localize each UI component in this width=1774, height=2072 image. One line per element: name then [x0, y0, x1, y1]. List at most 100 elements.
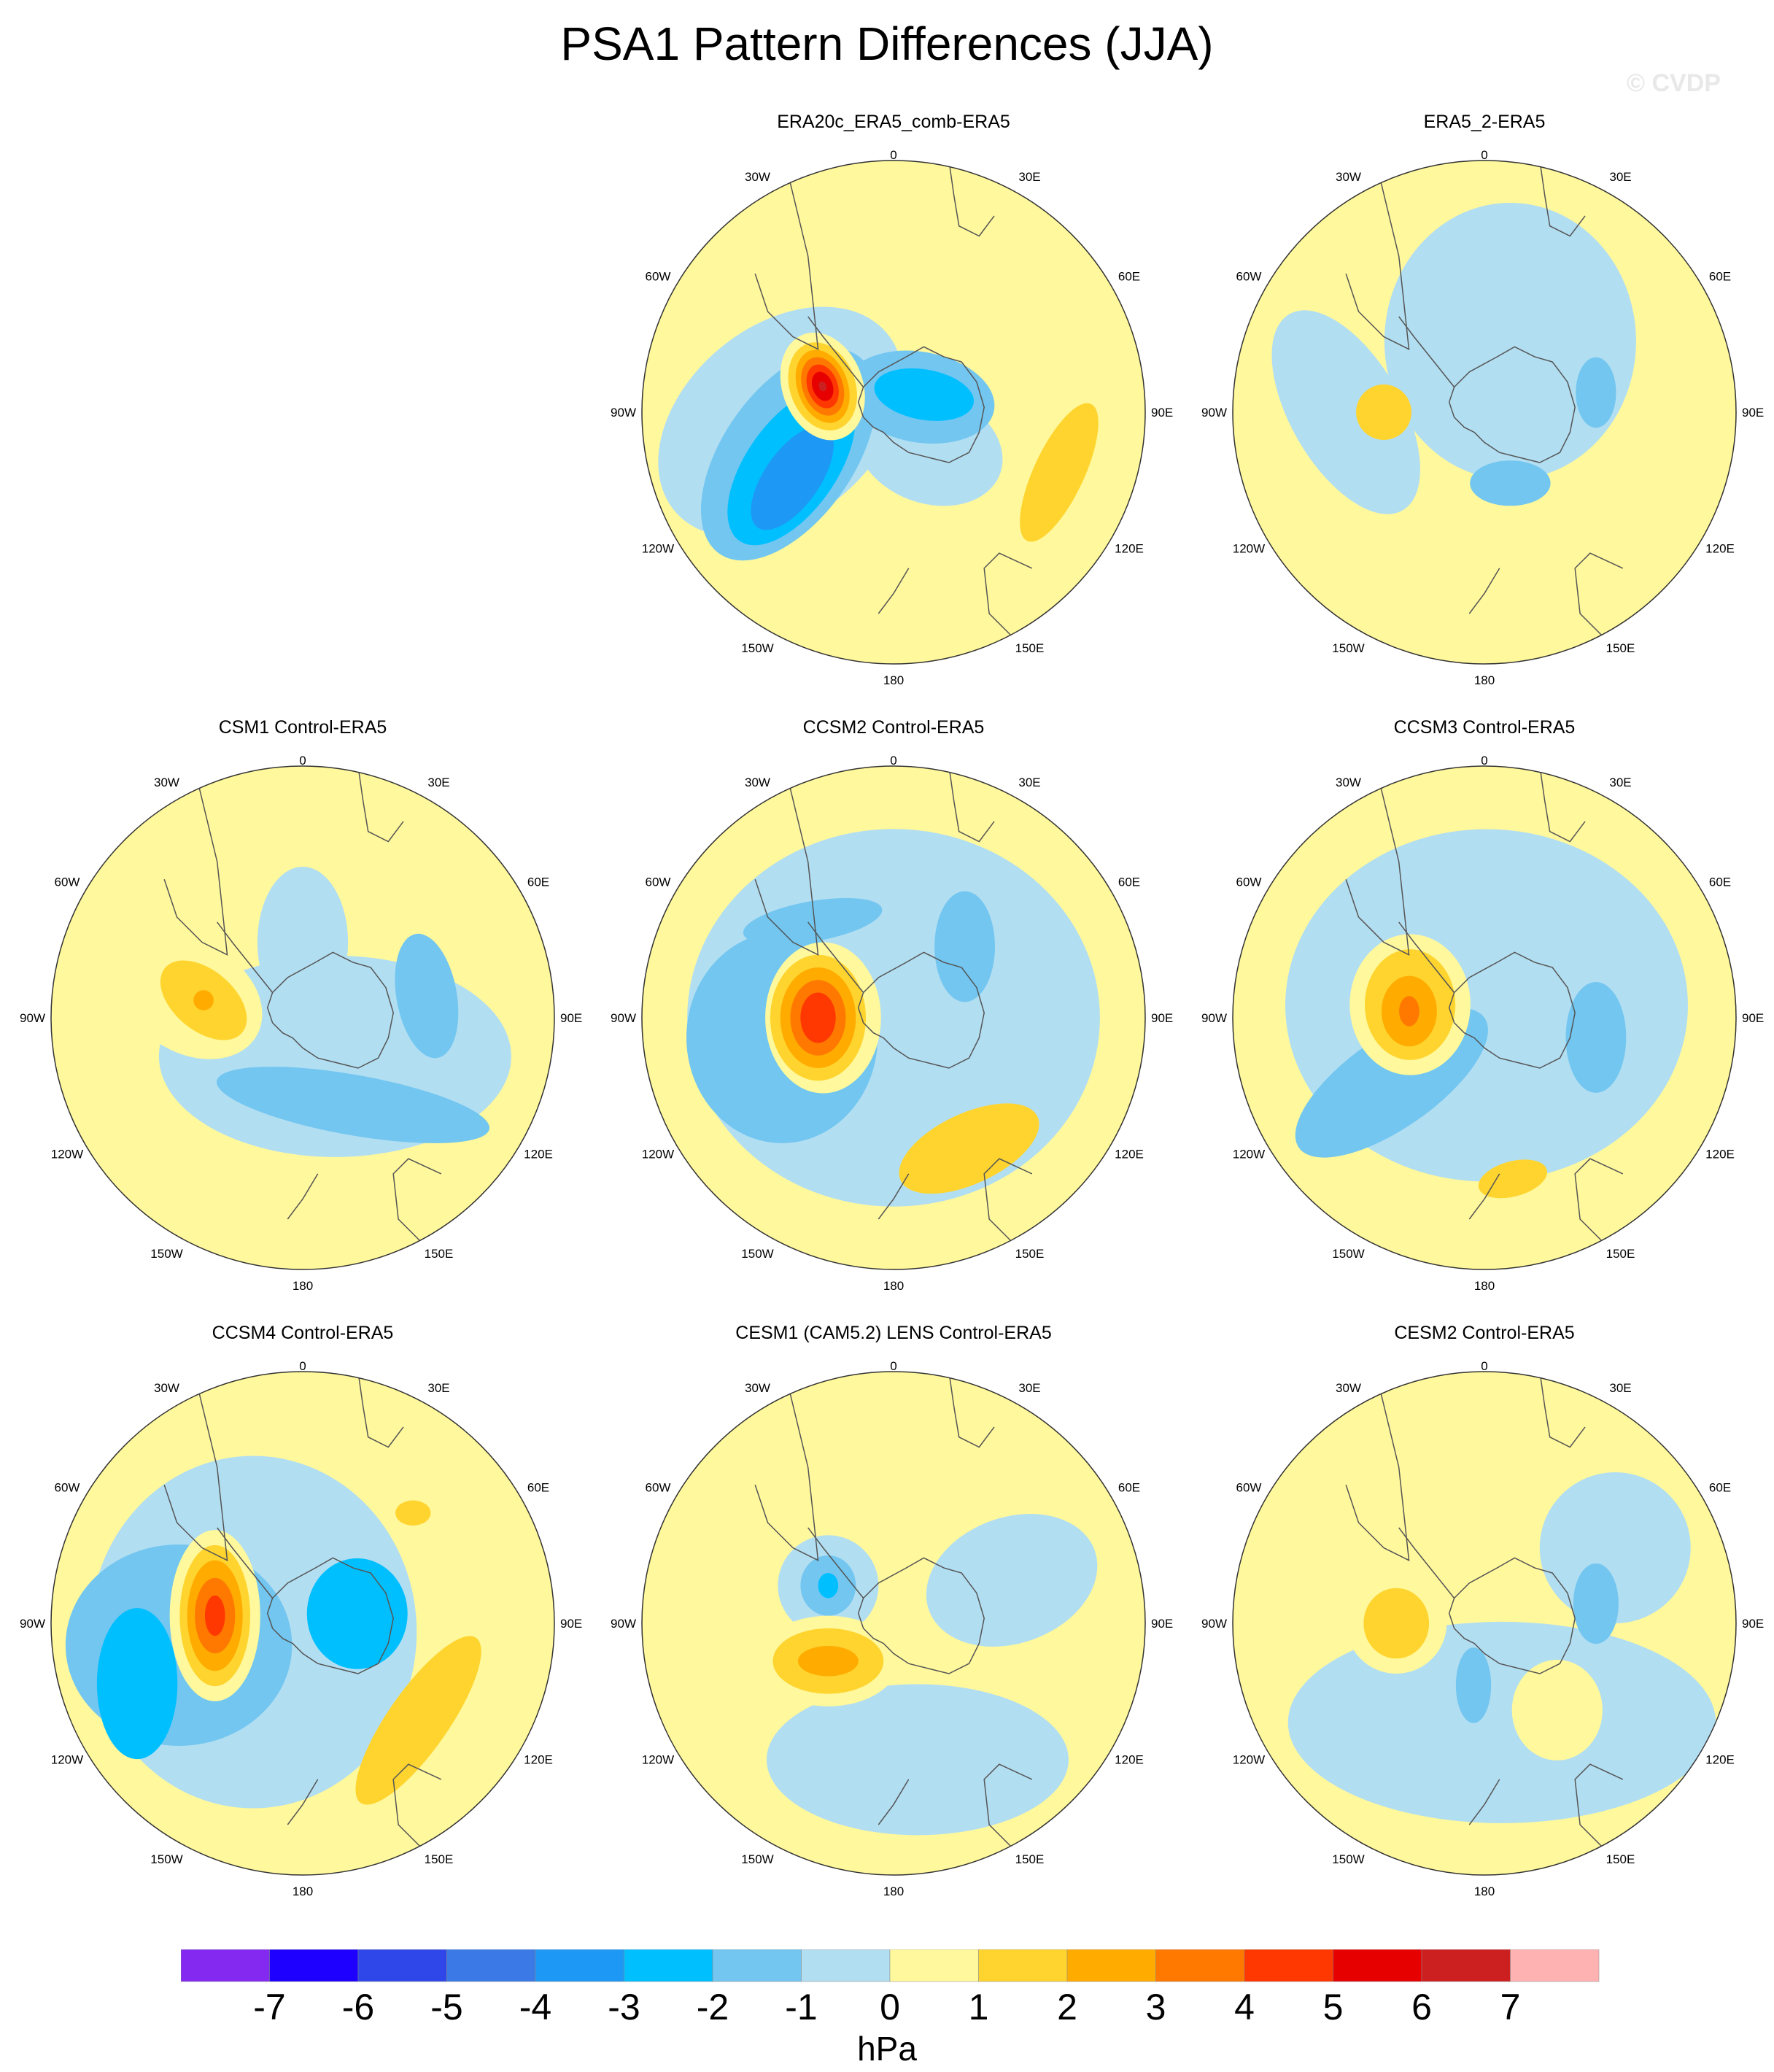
contour-level-2 — [899, 1103, 1039, 1194]
main-title: PSA1 Pattern Differences (JJA) — [560, 18, 1214, 70]
colorbar-swatch — [1244, 1949, 1333, 1982]
contour-level--1 — [766, 1684, 1069, 1836]
contour-level--2 — [1565, 982, 1627, 1093]
lon-label: 90E — [1151, 1617, 1173, 1631]
lon-label: 180 — [293, 1279, 313, 1293]
contour-level--2 — [395, 933, 459, 1059]
colorbar-label: 7 — [1500, 1987, 1521, 2022]
lon-label: 60E — [1709, 1481, 1731, 1495]
contour-level--3 — [306, 1558, 408, 1669]
contour-level-3 — [193, 990, 214, 1010]
lon-label: 60W — [54, 875, 80, 889]
colorbar-label: 4 — [1234, 1987, 1255, 2022]
lon-label: 150W — [1332, 641, 1364, 655]
lon-label: 90W — [20, 1617, 45, 1631]
colorbar-label: 6 — [1411, 1987, 1432, 2022]
colorbar-units: hPa — [857, 2030, 917, 2068]
contour-level--2 — [1573, 1563, 1619, 1644]
lon-label: 120E — [524, 1148, 553, 1161]
contour-level-4 — [1399, 996, 1419, 1027]
colorbar-swatch — [1155, 1949, 1245, 1982]
colorbar-label: -4 — [519, 1987, 551, 2022]
lon-label: 30W — [745, 776, 770, 789]
lon-label: 0 — [1481, 148, 1487, 162]
contour-level--1 — [257, 867, 349, 1018]
lon-label: 90W — [611, 406, 636, 420]
lon-label: 150W — [150, 1247, 182, 1261]
lon-label: 60E — [1709, 270, 1731, 284]
colorbar-swatch — [801, 1949, 891, 1982]
panel-title: ERA5_2-ERA5 — [1424, 112, 1546, 132]
colorbar-label: 3 — [1146, 1987, 1166, 2022]
contour-level-5 — [204, 1595, 225, 1636]
lon-label: 150E — [1606, 1852, 1635, 1866]
contour-level-2 — [1020, 403, 1099, 542]
contour-field — [1233, 161, 1736, 664]
map-border — [641, 160, 1146, 665]
lon-label: 30W — [1336, 1381, 1361, 1395]
contour-level--2 — [743, 897, 883, 945]
lon-label: 0 — [890, 1359, 896, 1373]
lon-label: 120E — [1705, 1148, 1735, 1161]
panel-cesm2: 0 30E 60E 90E 120E 150E 180 150W 120W 90W 60W 30W CE… — [1201, 1323, 1764, 1898]
lon-label: 90E — [1151, 1011, 1173, 1025]
lon-label: 120W — [1233, 1148, 1265, 1161]
map-border — [1232, 765, 1737, 1270]
colorbar-label: -3 — [608, 1987, 640, 2022]
contour-level-2 — [395, 1500, 431, 1526]
lon-label: 90E — [1151, 406, 1173, 420]
lon-label: 30E — [1018, 1381, 1040, 1395]
map-border — [1232, 1371, 1737, 1876]
lon-label: 180 — [883, 1884, 904, 1898]
contour-level-2 — [355, 1636, 481, 1805]
lon-label: 30W — [1336, 776, 1361, 789]
contour-field — [642, 766, 1145, 1269]
lon-label: 180 — [1474, 1884, 1495, 1898]
lon-label: 60W — [1236, 270, 1261, 284]
lon-label: 180 — [883, 673, 904, 687]
colorbar-label: -2 — [697, 1987, 729, 2022]
lon-label: 120W — [1233, 542, 1265, 556]
lon-label: 150W — [1332, 1852, 1364, 1866]
coastlines — [754, 1372, 1033, 1855]
lon-label: 120E — [1115, 1753, 1144, 1767]
contour-level--4 — [751, 425, 834, 530]
lon-label: 30E — [1018, 170, 1040, 184]
lon-label: 180 — [883, 1279, 904, 1293]
contour-level--3 — [818, 1573, 839, 1599]
lon-label: 150E — [425, 1247, 454, 1261]
lon-label: 30E — [1609, 170, 1631, 184]
panel-title: CESM2 Control-ERA5 — [1394, 1323, 1574, 1343]
colorbar-label: 0 — [880, 1987, 900, 2022]
coastlines — [163, 766, 442, 1250]
panel-era20c-era5-comb: 0 30E 60E 90E 120E 150E 180 150W 120W 90W 60W 30W ER… — [611, 112, 1173, 687]
lon-label: 150E — [1606, 1247, 1635, 1261]
colorbar: -7 -6 -5 -4 -3 -2 -1 0 1 2 3 4 5 6 7 — [181, 1949, 1600, 2022]
lon-label: 90E — [1742, 1617, 1764, 1631]
lon-label: 0 — [1481, 1359, 1487, 1373]
panel-ccsm4: 0 30E 60E 90E 120E 150E 180 150W 120W 90W 60W 30W CC… — [20, 1323, 582, 1898]
lon-label: 120E — [1115, 1148, 1144, 1161]
contour-level-3 — [797, 1646, 859, 1677]
panel-cesm1-lens: 0 30E 60E 90E 120E 150E 180 150W 120W 90W 60W 30W CE… — [611, 1323, 1173, 1898]
lon-label: 120E — [1705, 1753, 1735, 1767]
map-border — [50, 765, 555, 1270]
lon-label: 30E — [427, 776, 449, 789]
contour-level--1 — [926, 1514, 1098, 1647]
lon-label: 30E — [1609, 1381, 1631, 1395]
contour-level--2 — [1470, 460, 1551, 506]
lon-label: 90E — [560, 1011, 582, 1025]
map-border — [1232, 160, 1737, 665]
lon-label: 60W — [645, 270, 670, 284]
contour-level--1 — [1287, 1621, 1716, 1823]
lon-label: 150W — [1332, 1247, 1364, 1261]
lon-label: 150W — [741, 641, 773, 655]
coastlines — [754, 766, 1033, 1250]
lon-label: 90W — [611, 1617, 636, 1631]
lon-label: 90W — [1201, 406, 1227, 420]
contour-field — [642, 161, 1145, 664]
contour-level-1 — [1511, 1659, 1603, 1760]
contour-field — [51, 766, 554, 1269]
lon-label: 30W — [1336, 170, 1361, 184]
lon-label: 30W — [154, 1381, 179, 1395]
